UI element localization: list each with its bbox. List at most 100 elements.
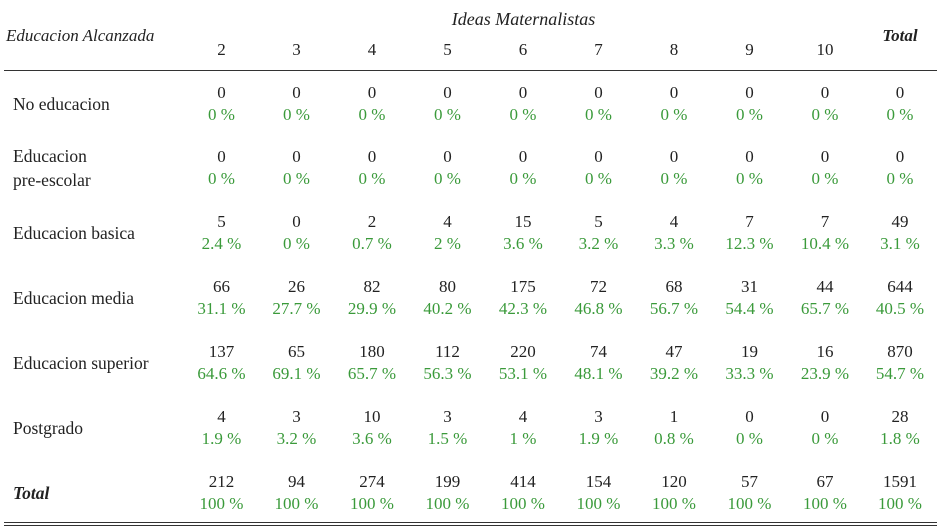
cell-count: 0 [669, 147, 679, 166]
cell-percent: 3.2 % [578, 234, 619, 253]
cell-count: 120 [661, 472, 687, 491]
column-header: 6 [485, 30, 561, 71]
cell-count: 94 [288, 472, 305, 491]
cell-count: 0 [820, 407, 830, 426]
cell-count: 0 [443, 147, 452, 166]
cell-percent: 0 % [509, 169, 537, 188]
cell-percent: 100 % [501, 494, 545, 513]
table-cell: 57 100 % [712, 461, 787, 526]
cell-count: 414 [510, 472, 536, 491]
cell-count: 57 [741, 472, 758, 491]
row-label: Postgrado [13, 417, 83, 438]
table-cell: 274 100 % [334, 461, 410, 526]
cell-percent: 100 % [425, 494, 470, 513]
cell-count: 175 [510, 277, 536, 296]
cell-percent: 69.1 % [272, 364, 321, 383]
cell-percent: 46.8 % [574, 299, 623, 318]
cell-percent: 3.6 % [503, 234, 543, 253]
cell-count: 4 [518, 407, 528, 426]
cell-count: 0 [518, 83, 528, 103]
cell-percent: 42.3 % [498, 299, 548, 318]
cell-percent: 3.2 % [276, 429, 317, 448]
cell-count: 0 [292, 83, 301, 103]
cell-percent: 0 % [585, 105, 612, 125]
table-cell: 2 0.7 % [334, 201, 410, 266]
cell-count: 15 [514, 212, 532, 231]
table-cell: 65 69.1 % [259, 331, 334, 396]
table-cell: 5 2.4 % [184, 201, 259, 266]
cell-percent: 1.8 % [880, 429, 920, 448]
table-cell: 4 3.3 % [636, 201, 712, 266]
cell-count: 870 [887, 342, 913, 361]
table-cell: 74 48.1 % [561, 331, 636, 396]
cell-count: 4 [669, 212, 679, 231]
table-cell: 16 23.9 % [787, 331, 863, 396]
row-label-line: pre-escolar [13, 170, 91, 190]
cell-count: 67 [816, 472, 834, 491]
table-row: Postgrado 4 1.9 % 3 3.2 % 10 3.6 % 3 1.5 % 4 1 % 3 1… [4, 396, 937, 461]
cell-percent: 3.1 % [880, 234, 920, 253]
cell-count: 3 [594, 407, 603, 426]
cell-percent: 0 % [358, 169, 386, 188]
cell-percent: 1.9 % [201, 429, 242, 448]
cell-percent: 0 % [660, 105, 688, 125]
cell-percent: 100 % [727, 494, 772, 513]
group-header: Ideas Maternalistas [451, 9, 596, 29]
cell-count: 0 [594, 83, 603, 103]
cell-percent: 1 % [509, 429, 537, 448]
cell-percent: 10.4 % [800, 234, 850, 253]
row-label-line: Educacion [13, 146, 87, 166]
cell-count: 5 [217, 212, 226, 231]
cell-percent: 100 % [350, 494, 394, 513]
table-cell: 112 56.3 % [410, 331, 485, 396]
crosstab-table: Educacion Alcanzada Ideas Maternalistas … [4, 0, 937, 526]
total-column-header: Total [863, 0, 937, 71]
table-cell: 49 3.1 % [863, 201, 937, 266]
column-header: 2 [184, 30, 259, 71]
cell-count: 180 [359, 342, 385, 361]
table-cell: 3 1.5 % [410, 396, 485, 461]
cell-percent: 0 % [811, 429, 839, 448]
table-cell: 414 100 % [485, 461, 561, 526]
cell-percent: 0 % [283, 105, 310, 125]
bottom-rule-1 [4, 522, 937, 523]
cell-percent: 0 % [434, 169, 461, 188]
row-label: Educacion basica [13, 222, 135, 243]
cell-percent: 1.9 % [578, 429, 619, 448]
cell-percent: 0 % [283, 169, 310, 188]
cell-count: 4 [443, 212, 452, 231]
column-header: 3 [259, 30, 334, 71]
cell-percent: 29.9 % [347, 299, 397, 318]
table-cell: 870 54.7 % [863, 331, 937, 396]
cell-percent: 0 % [208, 169, 235, 188]
cell-percent: 0.7 % [352, 234, 392, 253]
cell-count: 0 [820, 147, 830, 166]
cell-percent: 0 % [434, 105, 461, 125]
cell-count: 10 [363, 407, 381, 426]
cell-count: 5 [594, 212, 603, 231]
cell-count: 26 [288, 277, 305, 296]
table-cell: 644 40.5 % [863, 266, 937, 331]
cell-count: 7 [745, 212, 754, 231]
cell-percent: 53.1 % [498, 364, 548, 383]
table-cell: 15 3.6 % [485, 201, 561, 266]
cell-count: 0 [217, 147, 226, 166]
cell-count: 0 [443, 83, 452, 103]
cell-percent: 0 % [585, 169, 612, 188]
cell-percent: 0 % [283, 234, 310, 253]
table-row: Educacion basica 5 2.4 % 0 0 % 2 0.7 % 4 2 % 15 3.… [4, 201, 937, 266]
cell-percent: 0.8 % [654, 429, 694, 448]
cell-count: 47 [665, 342, 683, 361]
cell-count: 220 [510, 342, 536, 361]
cell-count: 154 [585, 472, 612, 491]
